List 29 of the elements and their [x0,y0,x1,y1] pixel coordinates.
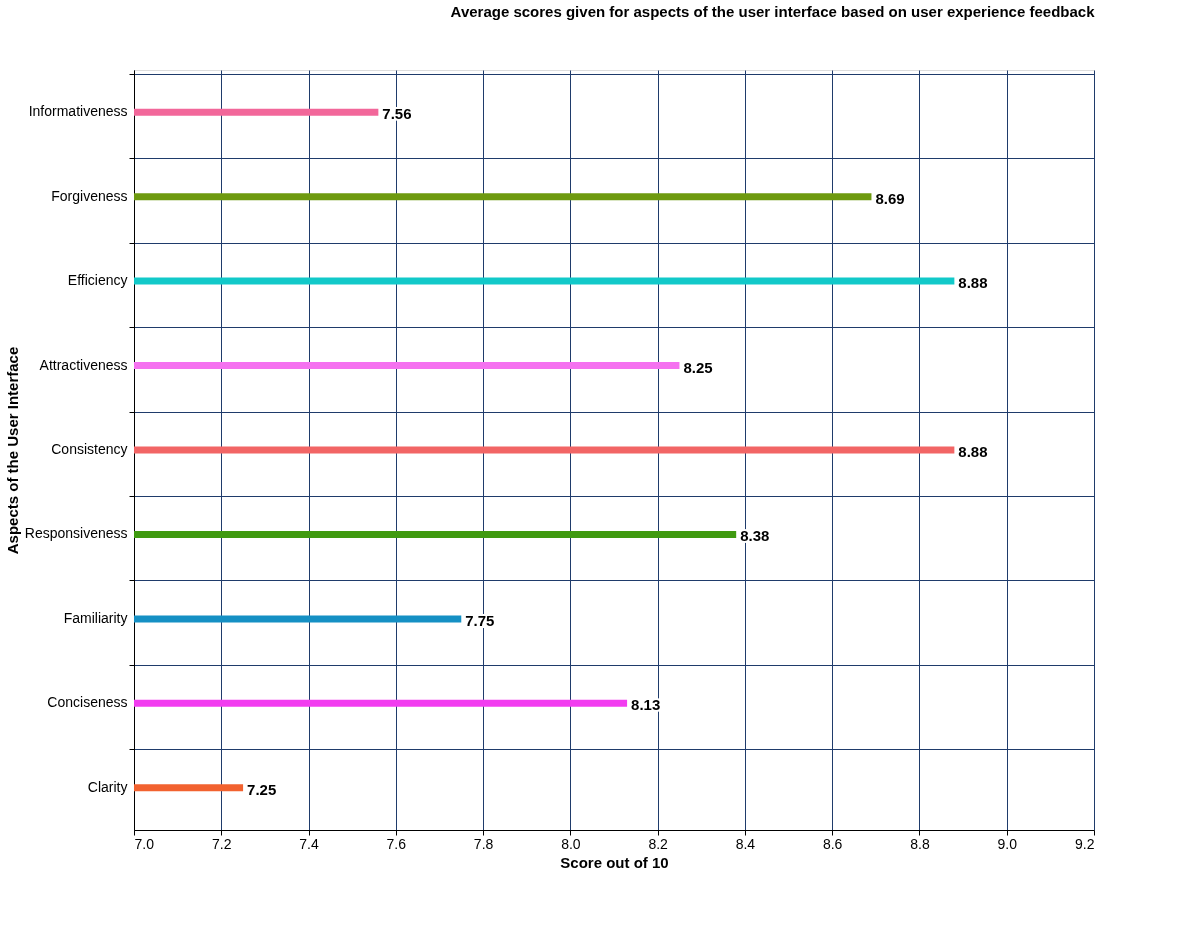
y-tick-label: Forgiveness [51,187,128,204]
x-tick-label: 9.2 [1075,835,1095,852]
x-tick-label: 7.8 [473,835,494,852]
y-tick-label: Clarity [87,778,128,795]
x-tick-label: 8.0 [561,835,581,852]
y-tick-label: Familiarity [63,609,128,626]
x-tick-label: 7.0 [134,835,155,852]
chart-title: Average scores given for aspects of the user interface based on user experience feedback [450,3,1096,20]
x-tick-label: 8.2 [648,835,669,852]
x-tick-label: 8.6 [822,835,843,852]
data-label: 8.69 [875,189,905,207]
x-tick-label: 8.8 [910,835,930,852]
y-tick-label: Responsiveness [24,525,128,542]
data-label: 8.25 [683,358,713,376]
data-label: 8.88 [958,274,988,292]
x-tick-label: 8.4 [735,835,756,852]
y-tick-label: Consistency [51,441,128,457]
y-axis-title: Aspects of the User Interface [3,346,21,555]
data-label: 7.25 [247,780,277,798]
x-tick-label: 7.6 [386,835,407,852]
y-tick-label: Conciseness [47,694,128,711]
data-label: 8.88 [958,443,988,460]
x-axis-title: Score out of 10 [560,853,669,871]
x-tick-label: 7.2 [212,835,232,852]
y-tick-label: Attractiveness [39,356,128,373]
y-tick-label: Informativeness [28,103,128,120]
x-tick-label: 9.0 [997,835,1018,852]
x-tick-label: 7.4 [299,835,319,852]
y-tick-label: Efficiency [67,272,128,289]
